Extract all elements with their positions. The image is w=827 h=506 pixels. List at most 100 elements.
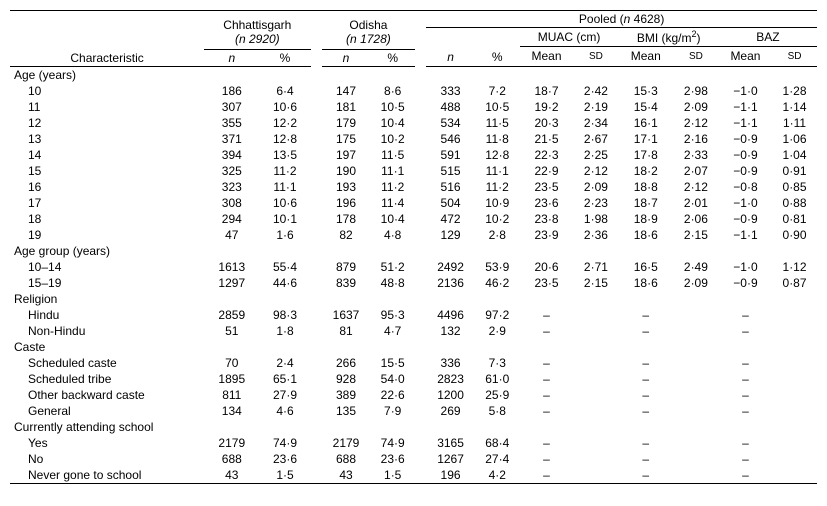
cell: 2·15 — [673, 227, 719, 243]
cell: 2·98 — [673, 83, 719, 99]
cell — [673, 451, 719, 467]
col-bmi: BMI (kg/m2) — [619, 28, 719, 47]
cell: 21·5 — [520, 131, 574, 147]
cell: 175 — [322, 131, 371, 147]
cell: 2·19 — [573, 99, 618, 115]
cell: 2·09 — [673, 99, 719, 115]
cell: – — [619, 403, 673, 419]
cell: 23·6 — [259, 451, 310, 467]
row-label: 10–14 — [10, 259, 204, 275]
cell: 371 — [204, 131, 259, 147]
cell — [573, 355, 618, 371]
cell: −0·8 — [719, 179, 772, 195]
cell: 336 — [426, 355, 475, 371]
cell: 2859 — [204, 307, 259, 323]
cell: 928 — [322, 371, 371, 387]
cell: 2·09 — [573, 179, 618, 195]
cell: – — [719, 307, 772, 323]
cell: 546 — [426, 131, 475, 147]
cell — [573, 387, 618, 403]
cell: 16·1 — [619, 115, 673, 131]
cell: 323 — [204, 179, 259, 195]
col-muac: MUAC (cm) — [520, 28, 619, 47]
cell — [772, 323, 817, 339]
cell: – — [520, 355, 574, 371]
col-bmi-sd: SD — [673, 47, 719, 67]
cell: 51·2 — [370, 259, 415, 275]
cell: 18·9 — [619, 211, 673, 227]
row-label: 12 — [10, 115, 204, 131]
cell: 147 — [322, 83, 371, 99]
col-o-pct: % — [370, 49, 415, 66]
cell: 355 — [204, 115, 259, 131]
cell: 2·67 — [573, 131, 618, 147]
cell: 308 — [204, 195, 259, 211]
cell: 2·33 — [673, 147, 719, 163]
cell: 488 — [426, 99, 475, 115]
col-chhattisgarh: Chhattisgarh (n 2920) — [204, 11, 310, 47]
cell: 688 — [322, 451, 371, 467]
cell: – — [520, 371, 574, 387]
cell: 2·34 — [573, 115, 618, 131]
cell: 11·8 — [475, 131, 520, 147]
cell: 4·8 — [370, 227, 415, 243]
cell: 2·12 — [673, 179, 719, 195]
cell — [673, 355, 719, 371]
cell: 135 — [322, 403, 371, 419]
cell: 294 — [204, 211, 259, 227]
cell: 0·81 — [772, 211, 817, 227]
cell: 1895 — [204, 371, 259, 387]
cell: – — [719, 435, 772, 451]
cell: 839 — [322, 275, 371, 291]
row-label: 18 — [10, 211, 204, 227]
cell — [772, 371, 817, 387]
cell: – — [619, 435, 673, 451]
cell: 1·12 — [772, 259, 817, 275]
cell: 688 — [204, 451, 259, 467]
cell: 0·85 — [772, 179, 817, 195]
row-label: 15 — [10, 163, 204, 179]
cell: 20·6 — [520, 259, 574, 275]
cell: 74·9 — [370, 435, 415, 451]
cell: 2·01 — [673, 195, 719, 211]
cell: 11·1 — [475, 163, 520, 179]
cell: 23·6 — [520, 195, 574, 211]
cell: 193 — [322, 179, 371, 195]
cell — [673, 403, 719, 419]
cell: 15·4 — [619, 99, 673, 115]
cell: 22·9 — [520, 163, 574, 179]
cell: 134 — [204, 403, 259, 419]
cell: 11·1 — [259, 179, 310, 195]
row-label: Scheduled tribe — [10, 371, 204, 387]
row-label: Hindu — [10, 307, 204, 323]
col-c-n: n — [204, 49, 259, 66]
col-p-n: n — [426, 49, 475, 66]
cell: 10·5 — [475, 99, 520, 115]
cell: 23·5 — [520, 275, 574, 291]
cell: 515 — [426, 163, 475, 179]
cell: 7·3 — [475, 355, 520, 371]
cell: 18·6 — [619, 275, 673, 291]
row-label: No — [10, 451, 204, 467]
cell: 4·7 — [370, 323, 415, 339]
cell: 1200 — [426, 387, 475, 403]
cell: 389 — [322, 387, 371, 403]
cell: – — [520, 435, 574, 451]
cell: 266 — [322, 355, 371, 371]
cell: 591 — [426, 147, 475, 163]
cell: 4·6 — [259, 403, 310, 419]
cell: – — [719, 387, 772, 403]
cell — [673, 435, 719, 451]
cell: −0·9 — [719, 131, 772, 147]
cell: 1·14 — [772, 99, 817, 115]
row-label: 10 — [10, 83, 204, 99]
cell: 11·4 — [370, 195, 415, 211]
cell: 2·06 — [673, 211, 719, 227]
cell: 54·0 — [370, 371, 415, 387]
cell: – — [619, 371, 673, 387]
cell: 2·23 — [573, 195, 618, 211]
cell: 1·04 — [772, 147, 817, 163]
cell: 4·2 — [475, 467, 520, 484]
cell: 394 — [204, 147, 259, 163]
cell: 10·2 — [370, 131, 415, 147]
